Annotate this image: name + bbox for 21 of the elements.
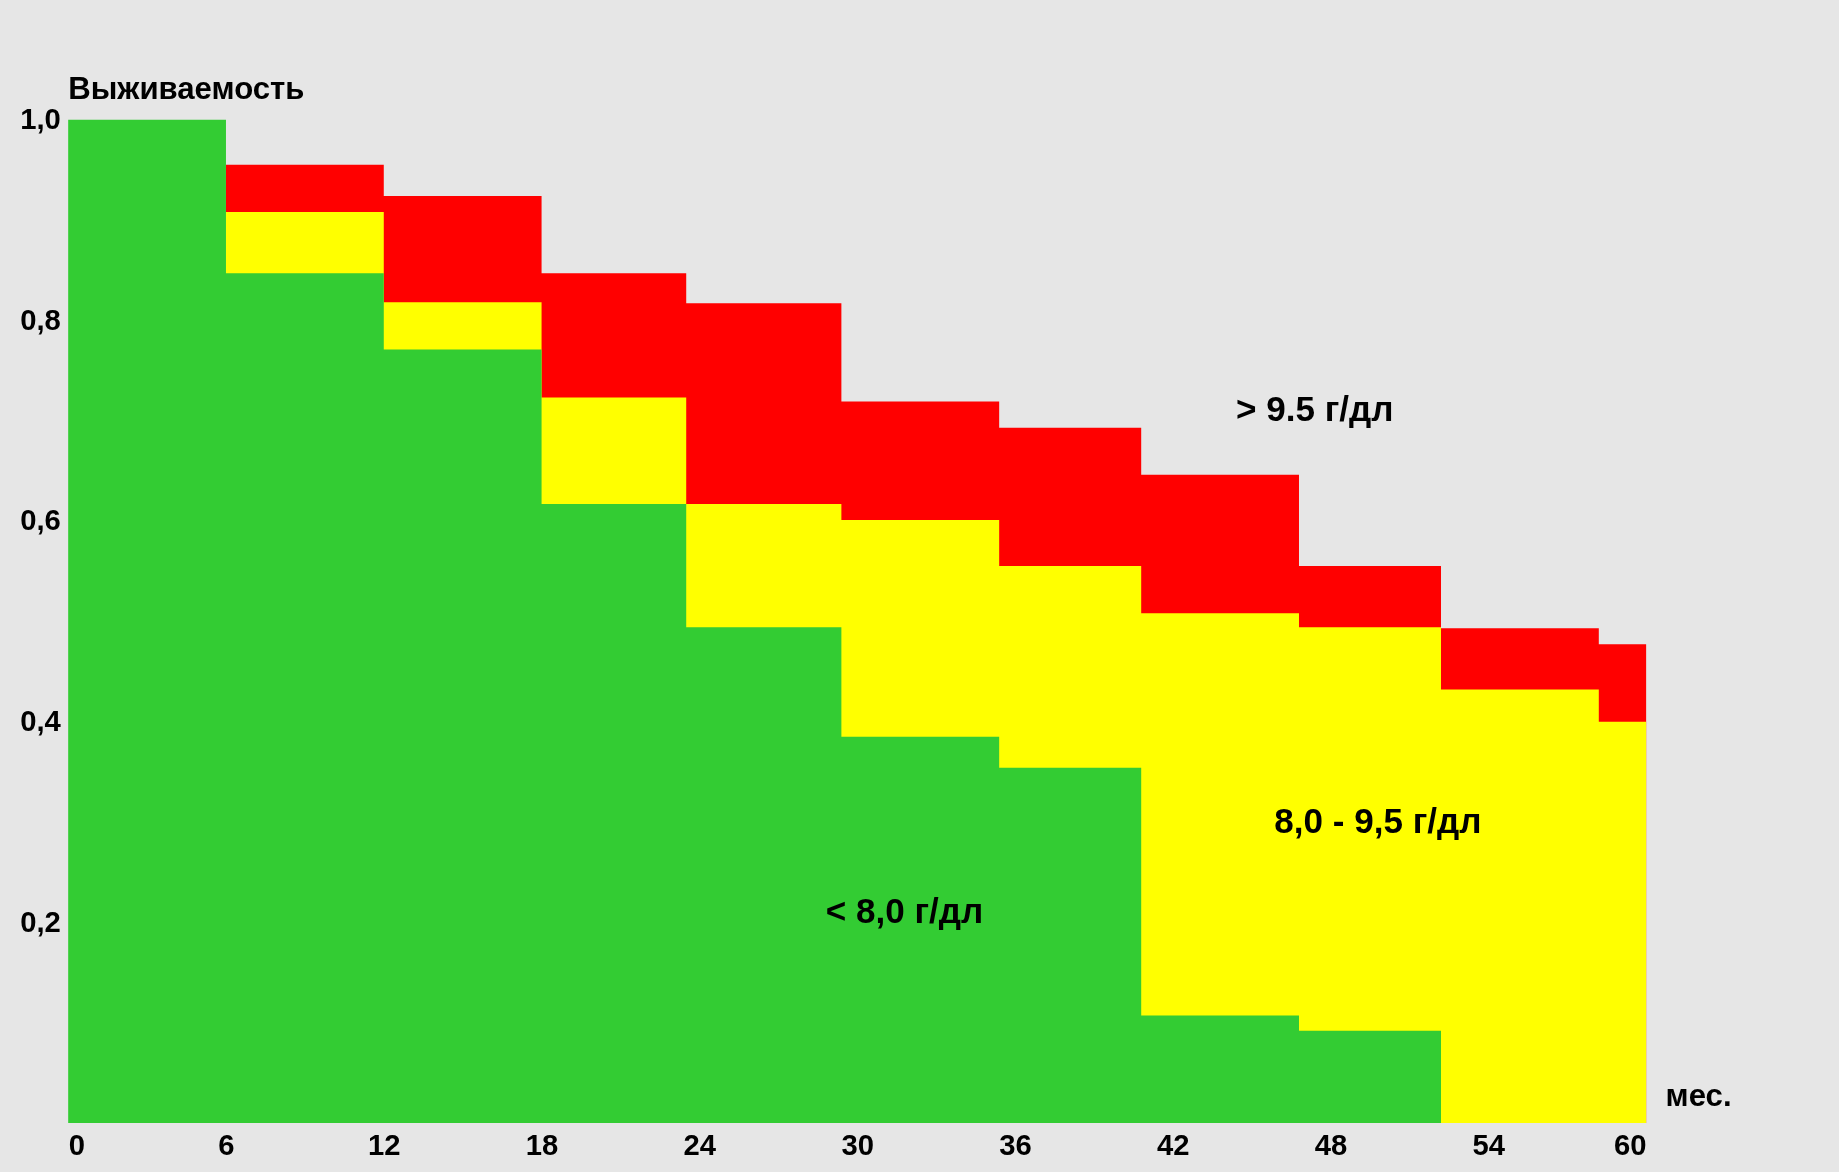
y-tick-label: 0,4 — [20, 704, 62, 737]
y-tick-label: 0,2 — [20, 905, 61, 938]
x-tick-label: 42 — [1156, 1128, 1190, 1161]
x-tick-label: 12 — [368, 1128, 401, 1161]
series-label: > 9.5 г/дл — [1236, 389, 1394, 429]
x-tick-label: 0 — [68, 1128, 85, 1161]
x-tick-label: 36 — [999, 1128, 1032, 1161]
x-tick-label: 48 — [1314, 1128, 1348, 1161]
x-tick-label: 18 — [525, 1128, 559, 1161]
y-tick-label: 0,6 — [20, 504, 61, 537]
series-label: 8,0 - 9,5 г/дл — [1274, 800, 1482, 840]
x-tick-label: 30 — [841, 1128, 874, 1161]
y-axis-title: Выживаемость — [68, 71, 305, 107]
y-tick-label: 1,0 — [20, 102, 61, 135]
y-tick-label: 0,8 — [20, 303, 61, 336]
x-tick-label: 60 — [1614, 1128, 1647, 1161]
x-axis-title: мес. — [1665, 1078, 1732, 1114]
x-tick-label: 6 — [218, 1128, 235, 1161]
x-tick-label: 54 — [1472, 1128, 1506, 1161]
series-label: < 8,0 г/дл — [825, 890, 984, 930]
x-tick-label: 24 — [683, 1128, 717, 1161]
